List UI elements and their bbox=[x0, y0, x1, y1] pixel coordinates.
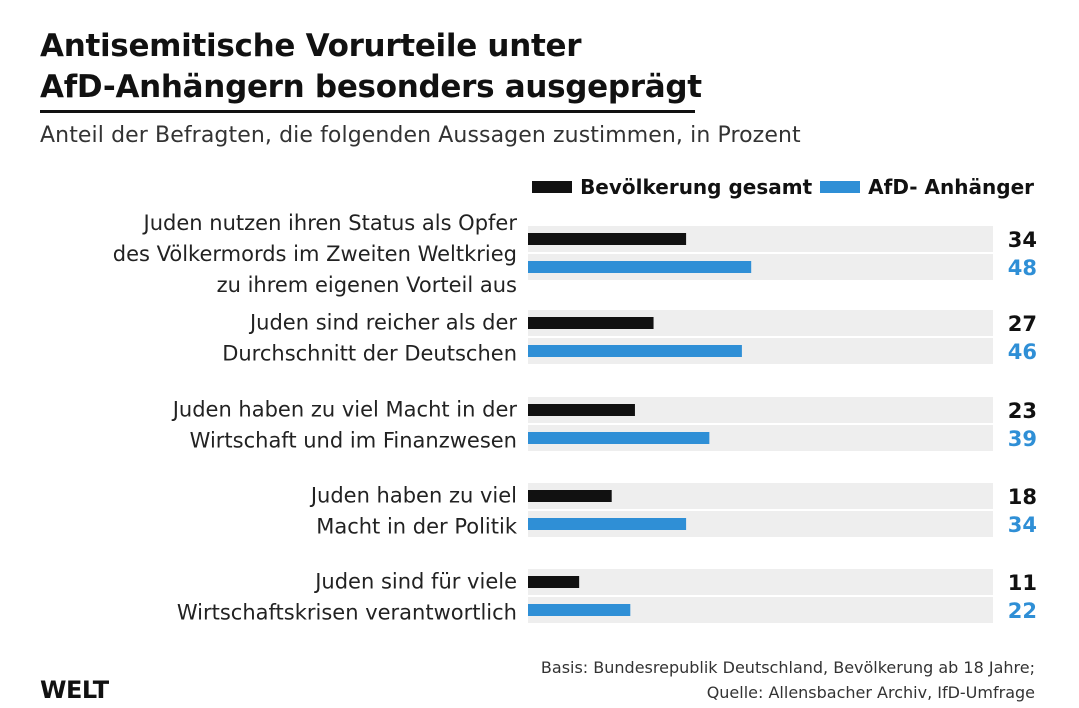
source-note: Basis: Bundesrepublik Deutschland, Bevöl… bbox=[541, 655, 1035, 705]
legend-item-total: Bevölkerung gesamt bbox=[532, 175, 812, 199]
category-label: zu ihrem eigenen Vorteil aus bbox=[217, 273, 517, 297]
value-label-afd: 46 bbox=[1008, 340, 1037, 364]
bar-track bbox=[528, 569, 993, 595]
category-label: Juden sind reicher als der bbox=[248, 311, 517, 335]
chart-title: Antisemitische Vorurteile unter AfD-Anhä… bbox=[40, 26, 720, 108]
bar-afd bbox=[528, 432, 710, 444]
value-label-afd: 39 bbox=[1008, 427, 1037, 451]
legend-item-afd: AfD- Anhänger bbox=[820, 175, 1034, 199]
bar-total bbox=[528, 233, 687, 245]
source-line: Quelle: Allensbacher Archiv, IfD-Umfrage bbox=[706, 683, 1035, 702]
bar-afd bbox=[528, 345, 742, 357]
bar-afd bbox=[528, 604, 631, 616]
category-label: Macht in der Politik bbox=[316, 515, 518, 539]
value-label-total: 11 bbox=[1008, 571, 1037, 595]
category-label: Juden haben zu viel bbox=[309, 484, 517, 508]
legend-swatch-afd bbox=[820, 181, 861, 193]
bar-total bbox=[528, 404, 635, 416]
value-label-afd: 34 bbox=[1008, 513, 1037, 537]
bar-afd bbox=[528, 261, 752, 273]
category-label: Juden haben zu viel Macht in der bbox=[171, 398, 518, 422]
chart-subtitle: Anteil der Befragten, die folgenden Auss… bbox=[40, 123, 801, 148]
category-label: Wirtschaftskrisen verantwortlich bbox=[177, 601, 517, 625]
value-label-afd: 22 bbox=[1008, 599, 1037, 623]
category-label: des Völkermords im Zweiten Weltkrieg bbox=[113, 242, 517, 266]
title-line-1: Antisemitische Vorurteile unter bbox=[40, 28, 582, 64]
value-label-afd: 48 bbox=[1008, 256, 1037, 280]
title-line-2: AfD-Anhängern besonders ausgeprägt bbox=[40, 69, 702, 105]
value-label-total: 23 bbox=[1008, 399, 1037, 423]
value-label-total: 27 bbox=[1008, 312, 1037, 336]
legend-swatch-total bbox=[532, 181, 573, 193]
bar-total bbox=[528, 490, 612, 502]
bar-total bbox=[528, 576, 580, 588]
chart-legend: Bevölkerung gesamt AfD- Anhänger bbox=[524, 174, 1034, 200]
category-label: Juden sind für viele bbox=[313, 570, 517, 594]
category-label: Juden nutzen ihren Status als Opfer bbox=[142, 211, 518, 235]
value-label-total: 34 bbox=[1008, 228, 1037, 252]
basis-line: Basis: Bundesrepublik Deutschland, Bevöl… bbox=[540, 658, 1035, 677]
value-label-total: 18 bbox=[1008, 485, 1037, 509]
bar-total bbox=[528, 317, 654, 329]
category-label: Wirtschaft und im Finanzwesen bbox=[190, 429, 517, 453]
bar-afd bbox=[528, 518, 687, 530]
legend-label-afd: AfD- Anhänger bbox=[868, 175, 1034, 199]
category-label: Durchschnitt der Deutschen bbox=[222, 342, 517, 366]
welt-logo: WELT bbox=[40, 676, 109, 704]
title-underline bbox=[40, 110, 695, 113]
legend-label-total: Bevölkerung gesamt bbox=[580, 175, 813, 199]
